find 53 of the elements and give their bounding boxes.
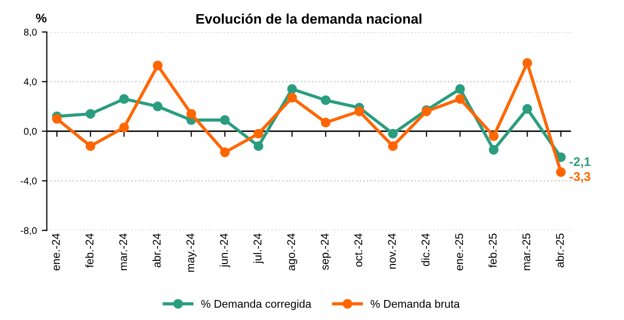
point [455, 84, 465, 94]
point [287, 84, 297, 94]
point [152, 102, 163, 112]
x-tick-label: feb.-24 [85, 234, 94, 268]
y-tick-label: 0,0 [24, 128, 37, 136]
point [388, 128, 398, 139]
x-tick-label: may.-24 [186, 234, 196, 272]
x-tick-label: ago.-24 [287, 234, 298, 270]
y-tick-label: 8,0 [24, 28, 37, 37]
point [388, 141, 398, 151]
x-tick-label: ene.-25 [455, 234, 464, 270]
chart-title: Evolución de la demanda nacional [196, 13, 422, 24]
point [119, 122, 129, 132]
point [522, 104, 532, 114]
point [556, 167, 566, 177]
point [320, 118, 331, 128]
y-tick-label: -8,0 [20, 227, 37, 236]
point [254, 141, 264, 151]
point [119, 94, 129, 104]
x-tick-label: sep.-24 [320, 234, 331, 270]
point [86, 108, 96, 119]
x-tick-label: ene.-24 [52, 234, 60, 270]
x-tick-label: jun.-24 [220, 234, 230, 268]
x-tick-label: abr.-25 [556, 234, 564, 268]
x-tick-label: abr.-24 [152, 234, 161, 268]
point [186, 108, 196, 119]
point [152, 60, 163, 70]
point [220, 147, 230, 158]
point [220, 115, 230, 125]
y-tick-label: -4,0 [20, 178, 37, 186]
x-tick-label: jul.-24 [253, 234, 264, 264]
x-tick-label: feb.-25 [488, 234, 497, 268]
x-tick-label: dic.-24 [421, 234, 430, 266]
x-tick-label: nov.-24 [388, 234, 396, 269]
legend-label: % Demanda bruta [370, 300, 460, 308]
data-label: -3,3 [570, 172, 590, 183]
x-tick-label: mar.-25 [522, 234, 530, 270]
point [52, 114, 62, 124]
point [320, 95, 331, 106]
point [522, 58, 532, 68]
point [488, 131, 499, 142]
point [455, 94, 465, 104]
data-label: -2,1 [570, 157, 590, 168]
x-tick-label: oct.-24 [354, 234, 362, 267]
x-tick-label: mar.-24 [119, 234, 128, 270]
point [287, 92, 297, 103]
point [254, 128, 264, 139]
point [86, 141, 96, 151]
point [488, 144, 499, 155]
y-tick-label: 4,0 [24, 78, 37, 86]
y-axis-title: % [36, 14, 46, 22]
legend-label: % Demanda corregida [201, 300, 312, 310]
point [354, 106, 364, 116]
